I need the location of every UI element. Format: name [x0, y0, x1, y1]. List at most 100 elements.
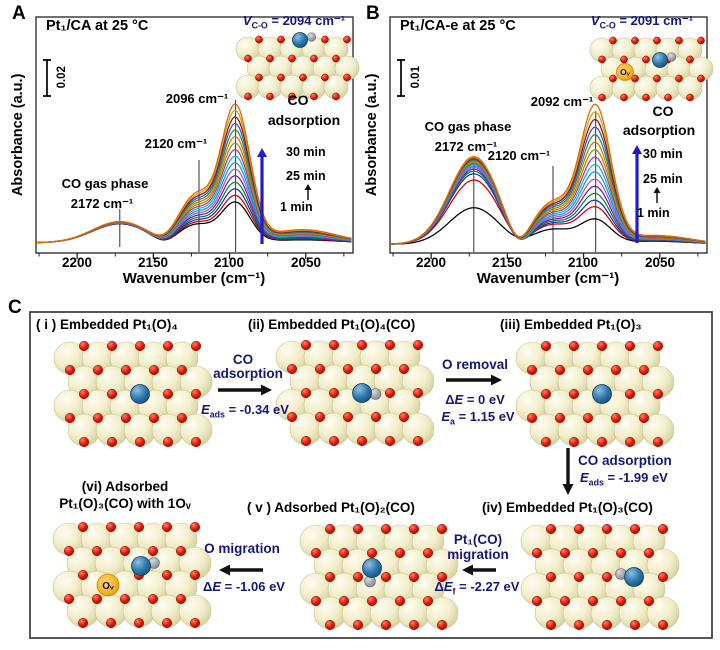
spectra-curves: [35, 103, 352, 244]
oxygen-atom: [615, 547, 627, 559]
x-tick-label: 2200: [415, 255, 447, 270]
oxygen-atom: [78, 340, 90, 352]
oxygen-atom: [643, 595, 655, 607]
oxygen-atom: [310, 547, 322, 559]
oxygen-atom: [343, 35, 351, 44]
x-tick-label: 2150: [137, 255, 169, 270]
x-axis-ticks: [392, 253, 699, 259]
spectrum-curve: [389, 103, 706, 245]
oxygen-atom: [162, 436, 174, 448]
oxygen-atom: [624, 436, 636, 448]
oxygen-atom: [545, 571, 557, 583]
oxygen-atom: [545, 619, 557, 631]
plot-frame: [35, 16, 354, 254]
arrow-head: [462, 564, 473, 576]
oxygen-atom: [321, 35, 329, 44]
gas-phase-annotation-2: 2172 cm⁻¹: [70, 196, 134, 211]
oxygen-atom: [412, 435, 424, 447]
oxygen-atom: [568, 340, 580, 352]
gas-phase-annotation-1: CO gas phase: [424, 119, 512, 134]
oxygen-atom: [190, 436, 202, 448]
oxygen-atom: [342, 411, 354, 423]
oxygen-atom: [314, 411, 326, 423]
energy-label-delta-e-2: ΔE = -1.06 eV: [203, 579, 285, 594]
oxygen-atom: [620, 93, 628, 102]
oxygen-atom: [675, 36, 683, 45]
oxygen-atom: [601, 619, 613, 631]
oxygen-atom: [328, 339, 340, 351]
oxygen-atom: [63, 593, 75, 605]
oxygen-atom: [119, 545, 131, 557]
oxygen-atom: [133, 617, 145, 629]
pt-atom: [362, 558, 382, 578]
panel-c-label: C: [8, 297, 22, 318]
oxygen-atom: [598, 55, 606, 64]
ball-model: [299, 523, 459, 631]
oxygen-atom: [324, 619, 336, 631]
oxygen-atom: [338, 547, 350, 559]
oxygen-atom: [175, 545, 187, 557]
oxygen-atom: [161, 521, 173, 533]
oxygen-atom: [664, 93, 672, 102]
panel-c: Oᵥ C ( i ) Embedded Pt₁(O)₄ (ii) Embedde…: [0, 296, 720, 650]
oxygen-atom: [675, 74, 683, 83]
oxygen-atom: [596, 436, 608, 448]
pt-co-structure-model: [235, 32, 360, 101]
oxygen-atom: [77, 569, 89, 581]
panel-c-border: [29, 311, 713, 639]
arrow-head: [491, 374, 502, 386]
oxygen-atom: [370, 411, 382, 423]
oxygen-atom: [408, 571, 420, 583]
oxygen-atom: [106, 388, 118, 400]
time-label-1min: 1 min: [637, 206, 670, 220]
oxygen-atom: [300, 387, 312, 399]
time-label-30min: 30 min: [286, 145, 326, 159]
energy-label-eads-1: Eads = -0.34 eV: [201, 402, 289, 420]
oxygen-atom: [631, 74, 639, 83]
oxygen-atom: [277, 35, 285, 44]
oxygen-atom: [189, 569, 201, 581]
energy-label-ea: Ea = 1.15 eV: [441, 409, 515, 427]
oxygen-atom: [652, 388, 664, 400]
oxygen-atom: [398, 363, 410, 375]
oxygen-atom: [598, 93, 606, 102]
oxygen-atom: [120, 412, 132, 424]
step-title-iv: (iv) Embedded Pt₁(O)₃(CO): [482, 500, 653, 515]
oxygen-atom: [277, 73, 285, 82]
oxygen-atom: [356, 435, 368, 447]
panel-b-label: B: [366, 3, 380, 24]
x-axis-title: Wavenumber (cm⁻¹): [122, 270, 266, 287]
oxygen-atom: [78, 436, 90, 448]
ball-model: [515, 340, 675, 448]
oxygen-atom: [573, 571, 585, 583]
spectrum-curve: [35, 103, 352, 244]
oxygen-atom: [176, 364, 188, 376]
panel-a: A Pt₁/CA at 25 °C 0.02 Absorbance (a.u.)…: [8, 3, 360, 296]
oxygen-atom: [244, 92, 252, 101]
main-peak-annotation: 2092 cm⁻¹: [530, 94, 594, 109]
spectra-plot-b: Oᵥ: [389, 16, 714, 259]
oxygen-atom: [161, 617, 173, 629]
oxygen-atom: [601, 571, 613, 583]
oxygen-atom: [338, 595, 350, 607]
shoulder-annotation: 2120 cm⁻¹: [144, 136, 208, 151]
oxygen-atom: [299, 73, 307, 82]
arrow-head: [304, 184, 312, 190]
oxygen-atom: [189, 521, 201, 533]
ball-model: [275, 339, 435, 447]
spectra-plot-a: [35, 16, 360, 259]
arrow-head: [632, 145, 642, 154]
spectrum-curve: [389, 156, 706, 245]
panel-b: Oᵥ B Pt₁/CA-e at 25 °C 0.01 Absorbance (…: [362, 3, 714, 296]
arrow-label-co-adsorption-1: CO: [232, 352, 254, 367]
oxygen-atom: [300, 435, 312, 447]
oxygen-atom: [631, 36, 639, 45]
y-axis-title: Absorbance (a.u.): [364, 73, 381, 197]
scale-bar: [43, 59, 51, 97]
oxygen-atom: [162, 388, 174, 400]
step-title-i: ( i ) Embedded Pt₁(O)₄: [36, 317, 178, 332]
shoulder-annotation: 2120 cm⁻¹: [487, 148, 551, 163]
oxygen-atom: [540, 388, 552, 400]
x-tick-label: 2100: [567, 255, 599, 270]
oxygen-atom: [610, 364, 622, 376]
